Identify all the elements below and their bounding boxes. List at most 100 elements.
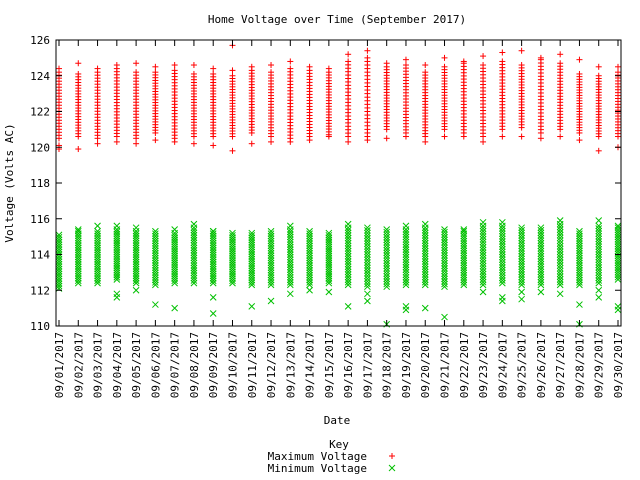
sample-point [614,276,622,283]
sample-point [132,263,140,270]
sample-point [498,253,506,261]
day-cluster [248,67,255,136]
sample-point [286,248,294,256]
sample-point [460,254,468,262]
sample-point [595,266,603,274]
day-cluster [518,62,525,131]
sample-point [537,268,545,276]
day-cluster [576,227,583,289]
x-tick-label: 09/28/2017 [573,332,586,398]
sample-point [267,242,275,250]
sample-point [537,271,545,278]
day-cluster [113,226,121,283]
sample-point [286,281,294,289]
sample-point [421,263,429,271]
outlier-point [595,294,603,301]
sample-point [595,269,603,277]
sample-point [306,249,313,257]
sample-point [248,269,256,277]
sample-point [55,236,63,244]
sample-point [518,268,525,276]
sample-point [402,266,410,274]
x-tick-label: 09/08/2017 [188,332,201,398]
sample-point [383,275,391,283]
sample-point [576,227,583,235]
day-cluster [421,224,429,289]
day-cluster [595,72,602,140]
sample-point [94,256,101,263]
sample-point [479,246,487,254]
series-maximum-voltage [56,42,621,154]
sample-point [190,264,198,272]
sample-point [248,236,256,244]
sample-point [248,265,256,272]
sample-point [518,247,525,255]
sample-point [55,248,63,256]
sample-point [286,246,294,253]
sample-point [402,256,410,264]
day-cluster [402,226,410,289]
sample-point [344,252,352,260]
sample-point [537,226,545,234]
sample-point [383,228,391,236]
sample-point [55,231,63,239]
sample-point [441,267,448,275]
sample-point [537,250,545,258]
sample-point [479,238,487,246]
sample-point [94,272,101,280]
sample-point [74,263,82,270]
sample-point [306,276,313,284]
x-tick-label: 09/02/2017 [72,332,85,398]
x-tick-label: 09/29/2017 [593,332,606,398]
sample-point [190,234,198,242]
sample-point [364,54,371,61]
sample-point [152,230,159,238]
sample-point [190,70,197,77]
sample-point [595,279,603,287]
sample-point [441,241,448,249]
outlier-point [576,301,583,308]
sample-point [94,246,101,254]
x-tick-label: 09/09/2017 [207,332,220,398]
sample-point [518,263,525,271]
sample-point [421,278,429,286]
outlier-point [383,60,390,67]
sample-point [460,266,468,274]
sample-point [364,229,371,237]
sample-point [152,252,159,259]
sample-point [190,247,198,254]
sample-point [518,232,525,239]
sample-point [441,236,448,244]
sample-point [595,274,603,282]
outlier-point [576,137,583,144]
sample-point [383,246,391,254]
y-tick-label: 120 [30,141,50,154]
sample-point [441,259,448,267]
sample-point [209,244,217,252]
outlier-point [422,138,429,145]
sample-point [248,276,256,284]
outlier-point [498,218,506,226]
outlier-point [210,142,217,149]
outlier-point [460,133,467,140]
outlier-point [402,302,410,310]
sample-point [595,277,603,284]
sample-point [209,242,217,249]
sample-point [479,254,487,262]
sample-point [421,271,429,278]
x-tick-label: 09/12/2017 [265,332,278,398]
x-axis: 09/01/2017 09/02/2017 09/03/2017 09/04/2017… [53,40,625,398]
sample-point [344,234,352,242]
day-cluster [171,67,178,142]
sample-point [306,279,313,286]
sample-point [421,239,429,247]
sample-point [152,247,159,255]
sample-point [576,271,583,279]
sample-point [441,254,448,262]
sample-point [55,268,63,275]
sample-point [286,273,294,281]
cross-icon [388,464,396,472]
x-tick-label: 09/01/2017 [53,332,66,398]
y-tick-label: 118 [30,177,50,190]
sample-point [479,270,487,278]
